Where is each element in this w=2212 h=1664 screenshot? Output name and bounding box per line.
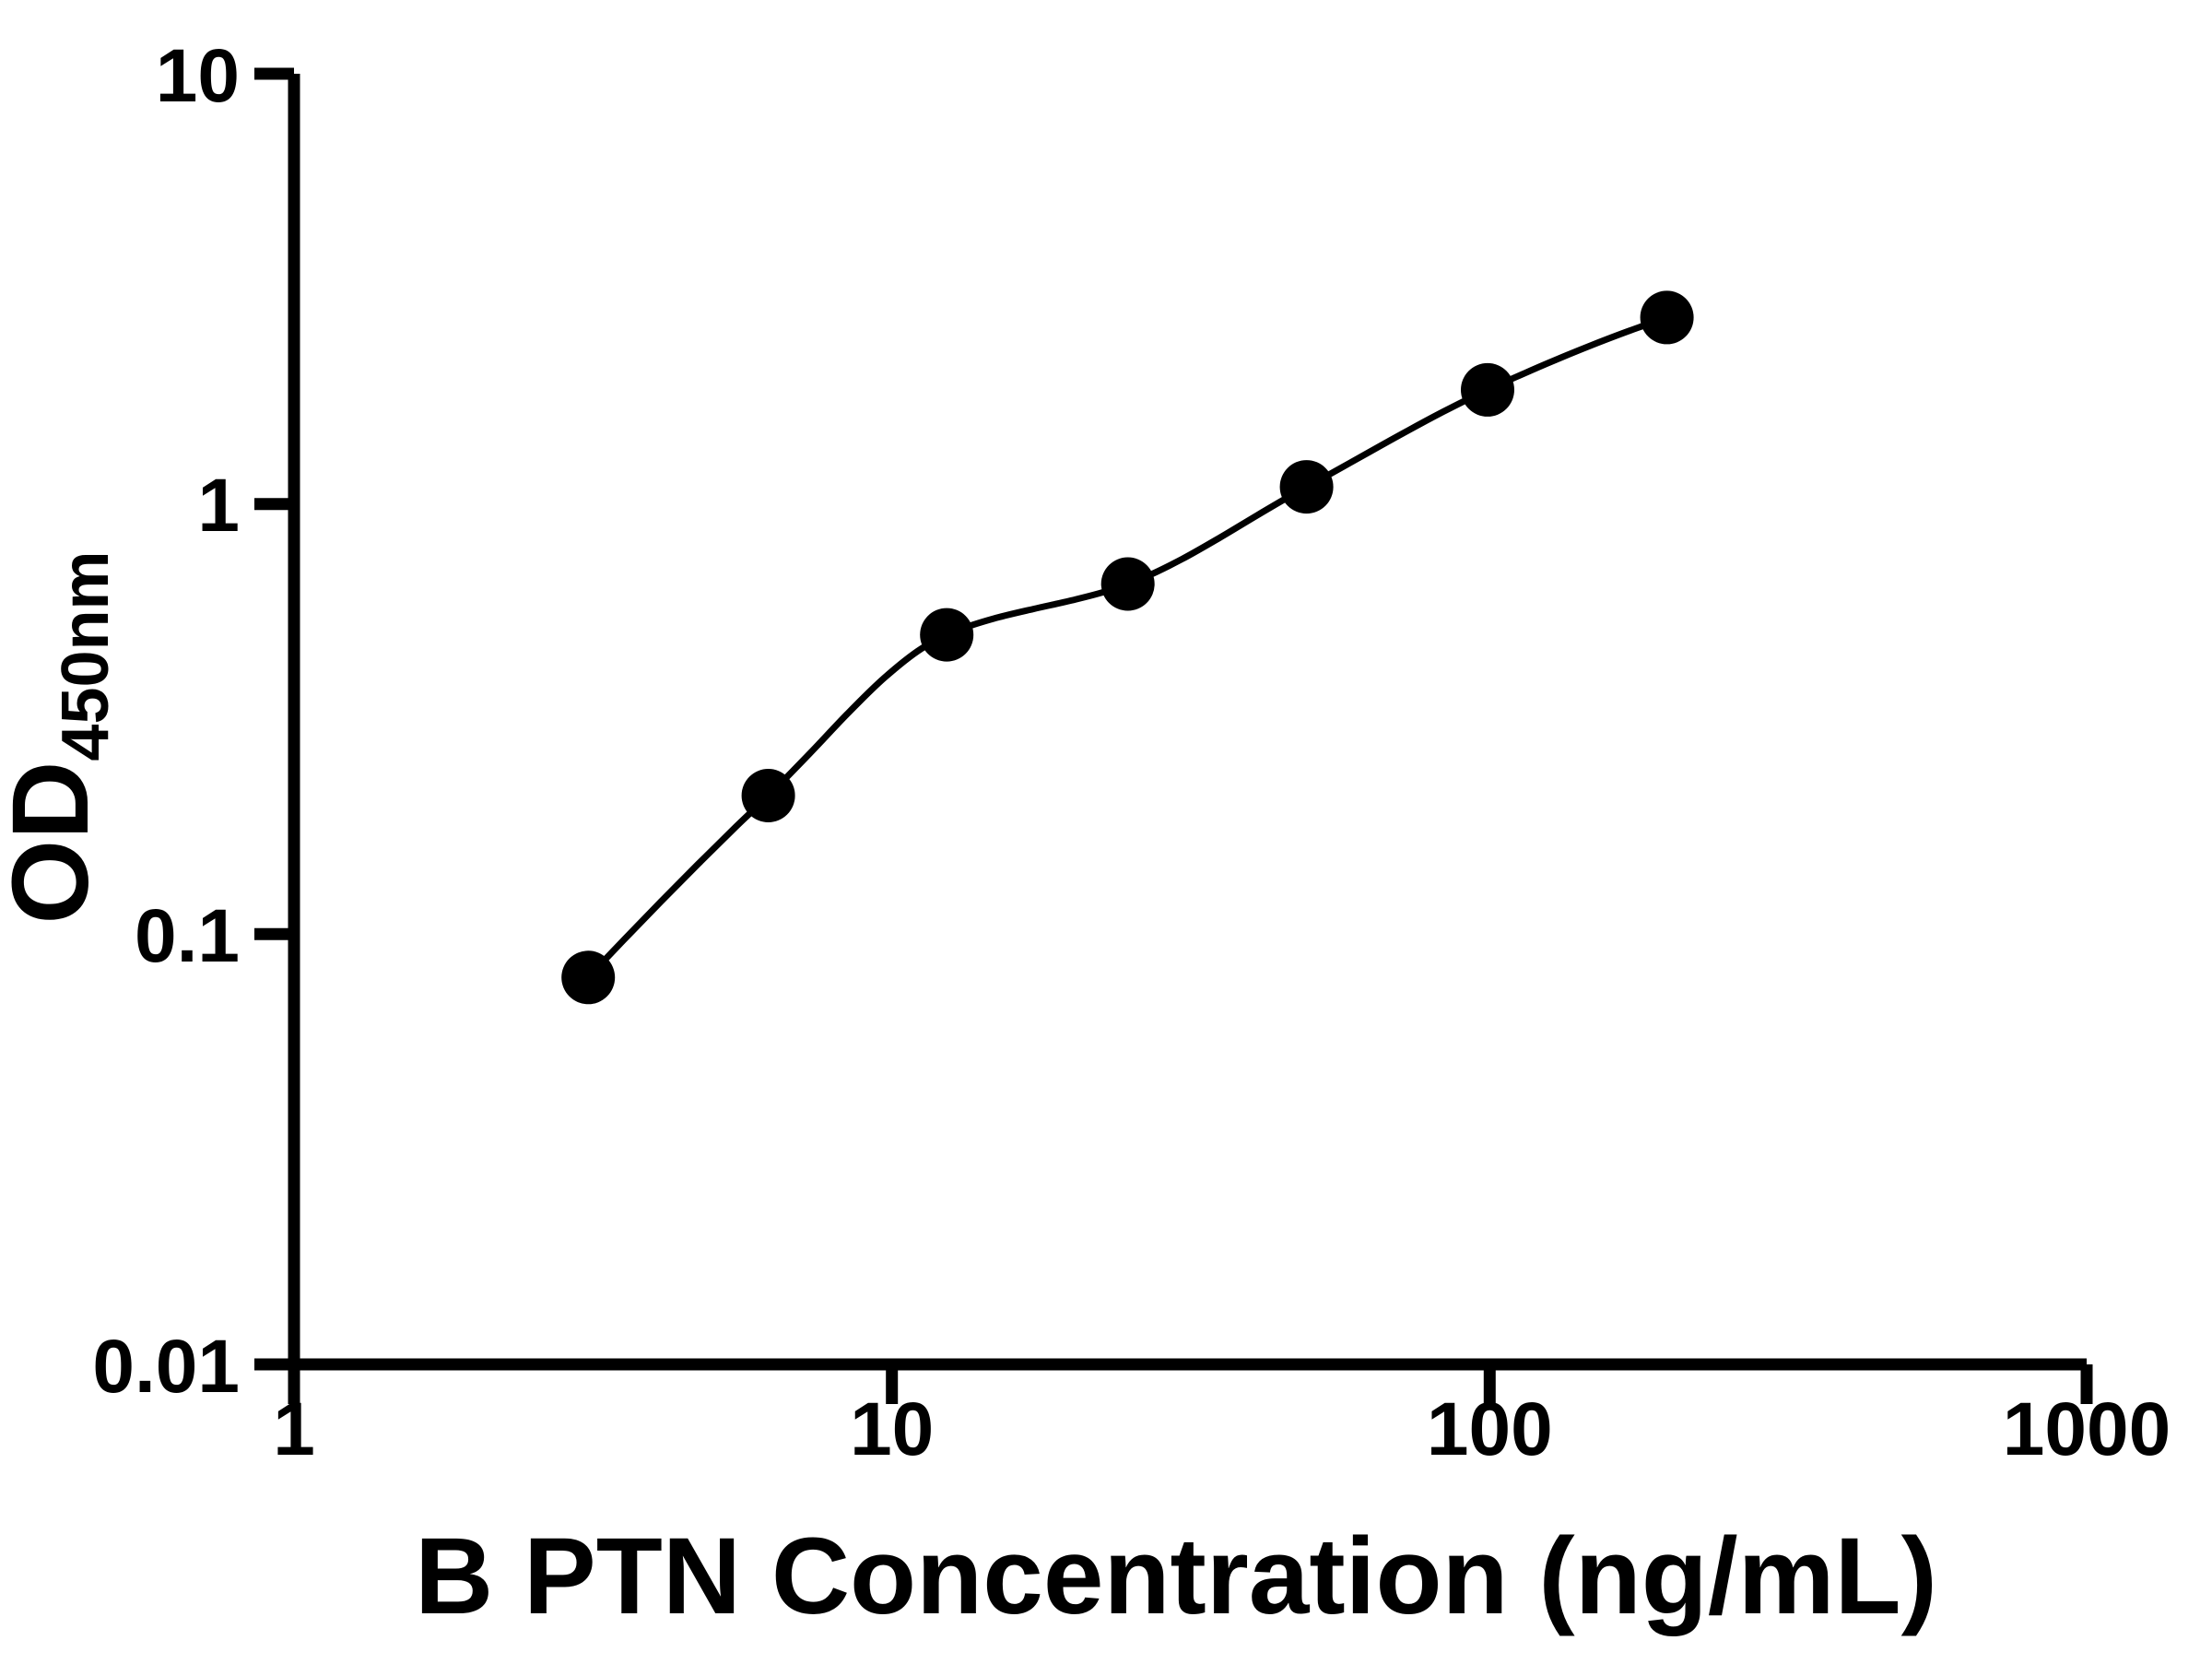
svg-text:OD450nm: OD450nm — [0, 550, 123, 924]
svg-text:10: 10 — [850, 1387, 934, 1471]
svg-text:1000: 1000 — [2003, 1387, 2171, 1471]
svg-text:100: 100 — [1427, 1387, 1553, 1471]
svg-text:0.01: 0.01 — [92, 1325, 240, 1409]
svg-text:1: 1 — [273, 1387, 315, 1471]
svg-text:0.1: 0.1 — [135, 894, 240, 978]
svg-text:B PTN Concentration (ng/mL): B PTN Concentration (ng/mL) — [415, 1516, 1937, 1637]
svg-text:1: 1 — [197, 464, 240, 548]
svg-text:10: 10 — [156, 34, 240, 118]
